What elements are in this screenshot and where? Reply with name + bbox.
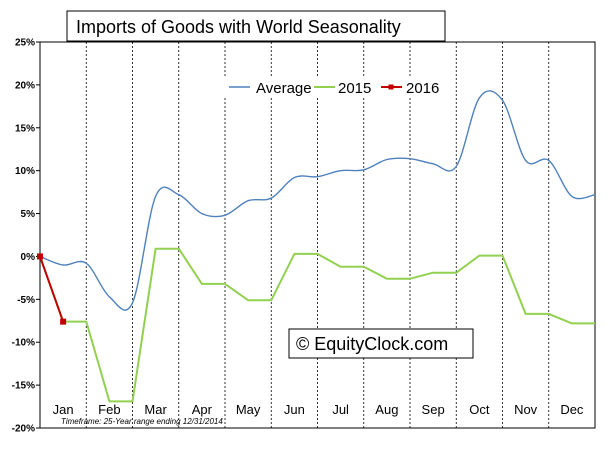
watermark-text: © EquityClock.com <box>296 334 448 354</box>
x-tick-label: Feb <box>98 402 120 417</box>
series-lines <box>37 90 596 403</box>
x-tick-label: Sep <box>422 402 445 417</box>
x-tick-label: Jun <box>284 402 305 417</box>
y-tick-label: 20% <box>15 80 35 91</box>
chart-title: Imports of Goods with World Seasonality <box>76 17 401 37</box>
series-marker-2016 <box>60 318 67 325</box>
legend: Average 2015 2016 <box>224 76 446 98</box>
x-tick-label: Oct <box>469 402 490 417</box>
series-line-2016 <box>39 256 65 322</box>
footnote-text: Timeframe: 25-Year range ending 12/31/20… <box>61 417 223 426</box>
series-marker-2016 <box>37 253 43 260</box>
series-line-average <box>39 90 596 311</box>
legend-marker-2016 <box>388 84 394 90</box>
month-separators <box>85 42 550 428</box>
x-axis: Jan Feb Mar Apr May Jun Jul Aug Sep Oct Nov Dec <box>53 402 584 417</box>
legend-label-2015: 2015 <box>338 80 371 97</box>
watermark-box <box>288 328 474 359</box>
x-tick-label: Apr <box>192 402 213 417</box>
y-tick-label: 10% <box>15 166 35 177</box>
x-tick-label: Mar <box>144 402 167 417</box>
series-line-2015 <box>39 247 595 403</box>
x-tick-label: Aug <box>375 402 398 417</box>
y-axis: -20% -15% -10% -5% 0% 5% 10% 15% 20% 25% <box>12 38 40 435</box>
x-tick-label: Nov <box>514 402 538 417</box>
legend-label-2016: 2016 <box>406 80 439 97</box>
x-tick-label: May <box>236 402 261 417</box>
y-tick-label: -5% <box>17 295 35 306</box>
y-tick-label: -15% <box>12 381 35 392</box>
y-tick-label: 0% <box>21 252 36 263</box>
x-tick-label: Jan <box>53 402 74 417</box>
y-tick-label: 25% <box>15 38 35 49</box>
legend-label-average: Average <box>256 80 312 97</box>
y-tick-label: -20% <box>12 424 35 435</box>
x-tick-label: Dec <box>560 402 584 417</box>
x-tick-label: Jul <box>332 402 349 417</box>
y-tick-label: 15% <box>15 123 35 134</box>
y-tick-label: -10% <box>12 338 35 349</box>
title-box <box>66 10 446 42</box>
y-tick-label: 5% <box>21 209 36 220</box>
